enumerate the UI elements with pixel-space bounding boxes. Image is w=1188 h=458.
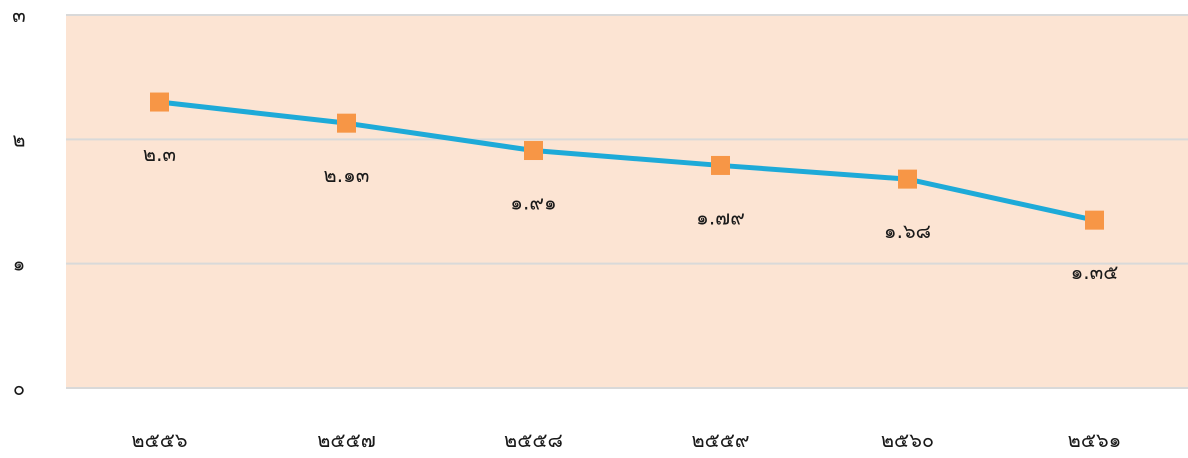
- data-label: ๒.๓: [143, 142, 176, 166]
- data-point-marker: [898, 169, 917, 189]
- y-tick-label: ๐: [13, 376, 25, 400]
- x-tick-label: ๒๕๕๖: [131, 428, 187, 452]
- data-point-marker: [711, 155, 730, 175]
- gridlines: [66, 14, 1188, 389]
- data-markers: [150, 92, 1104, 230]
- x-tick-label: ๒๕๕๙: [691, 428, 749, 452]
- data-label: ๑.๓๕: [1071, 260, 1119, 284]
- data-point-marker: [337, 113, 356, 133]
- y-tick-label: ๒: [12, 127, 25, 151]
- x-tick-label: ๒๕๕๗: [317, 428, 376, 452]
- x-axis-ticks: ๒๕๕๖ ๒๕๕๗ ๒๕๕๘ ๒๕๕๙ ๒๕๖๐ ๒๕๖๑: [131, 428, 1121, 452]
- x-tick-label: ๒๕๖๐: [881, 428, 934, 452]
- data-label: ๑.๖๘: [884, 219, 931, 243]
- data-point-marker: [1085, 210, 1104, 230]
- data-point-marker: [524, 141, 543, 161]
- y-tick-label: ๑: [13, 252, 26, 276]
- data-labels: ๒.๓๒.๑๓๑.๙๑๑.๗๙๑.๖๘๑.๓๕: [143, 142, 1119, 284]
- data-label: ๒.๑๓: [324, 163, 370, 187]
- y-axis-ticks: ๐ ๑ ๒ ๓: [12, 3, 26, 400]
- data-point-marker: [150, 92, 169, 112]
- data-label: ๑.๙๑: [510, 191, 556, 215]
- series-line: [159, 99, 1096, 223]
- data-label: ๑.๗๙: [696, 205, 745, 229]
- x-tick-label: ๒๕๕๘: [504, 428, 563, 452]
- y-tick-label: ๓: [12, 3, 26, 27]
- x-tick-label: ๒๕๖๑: [1068, 428, 1122, 452]
